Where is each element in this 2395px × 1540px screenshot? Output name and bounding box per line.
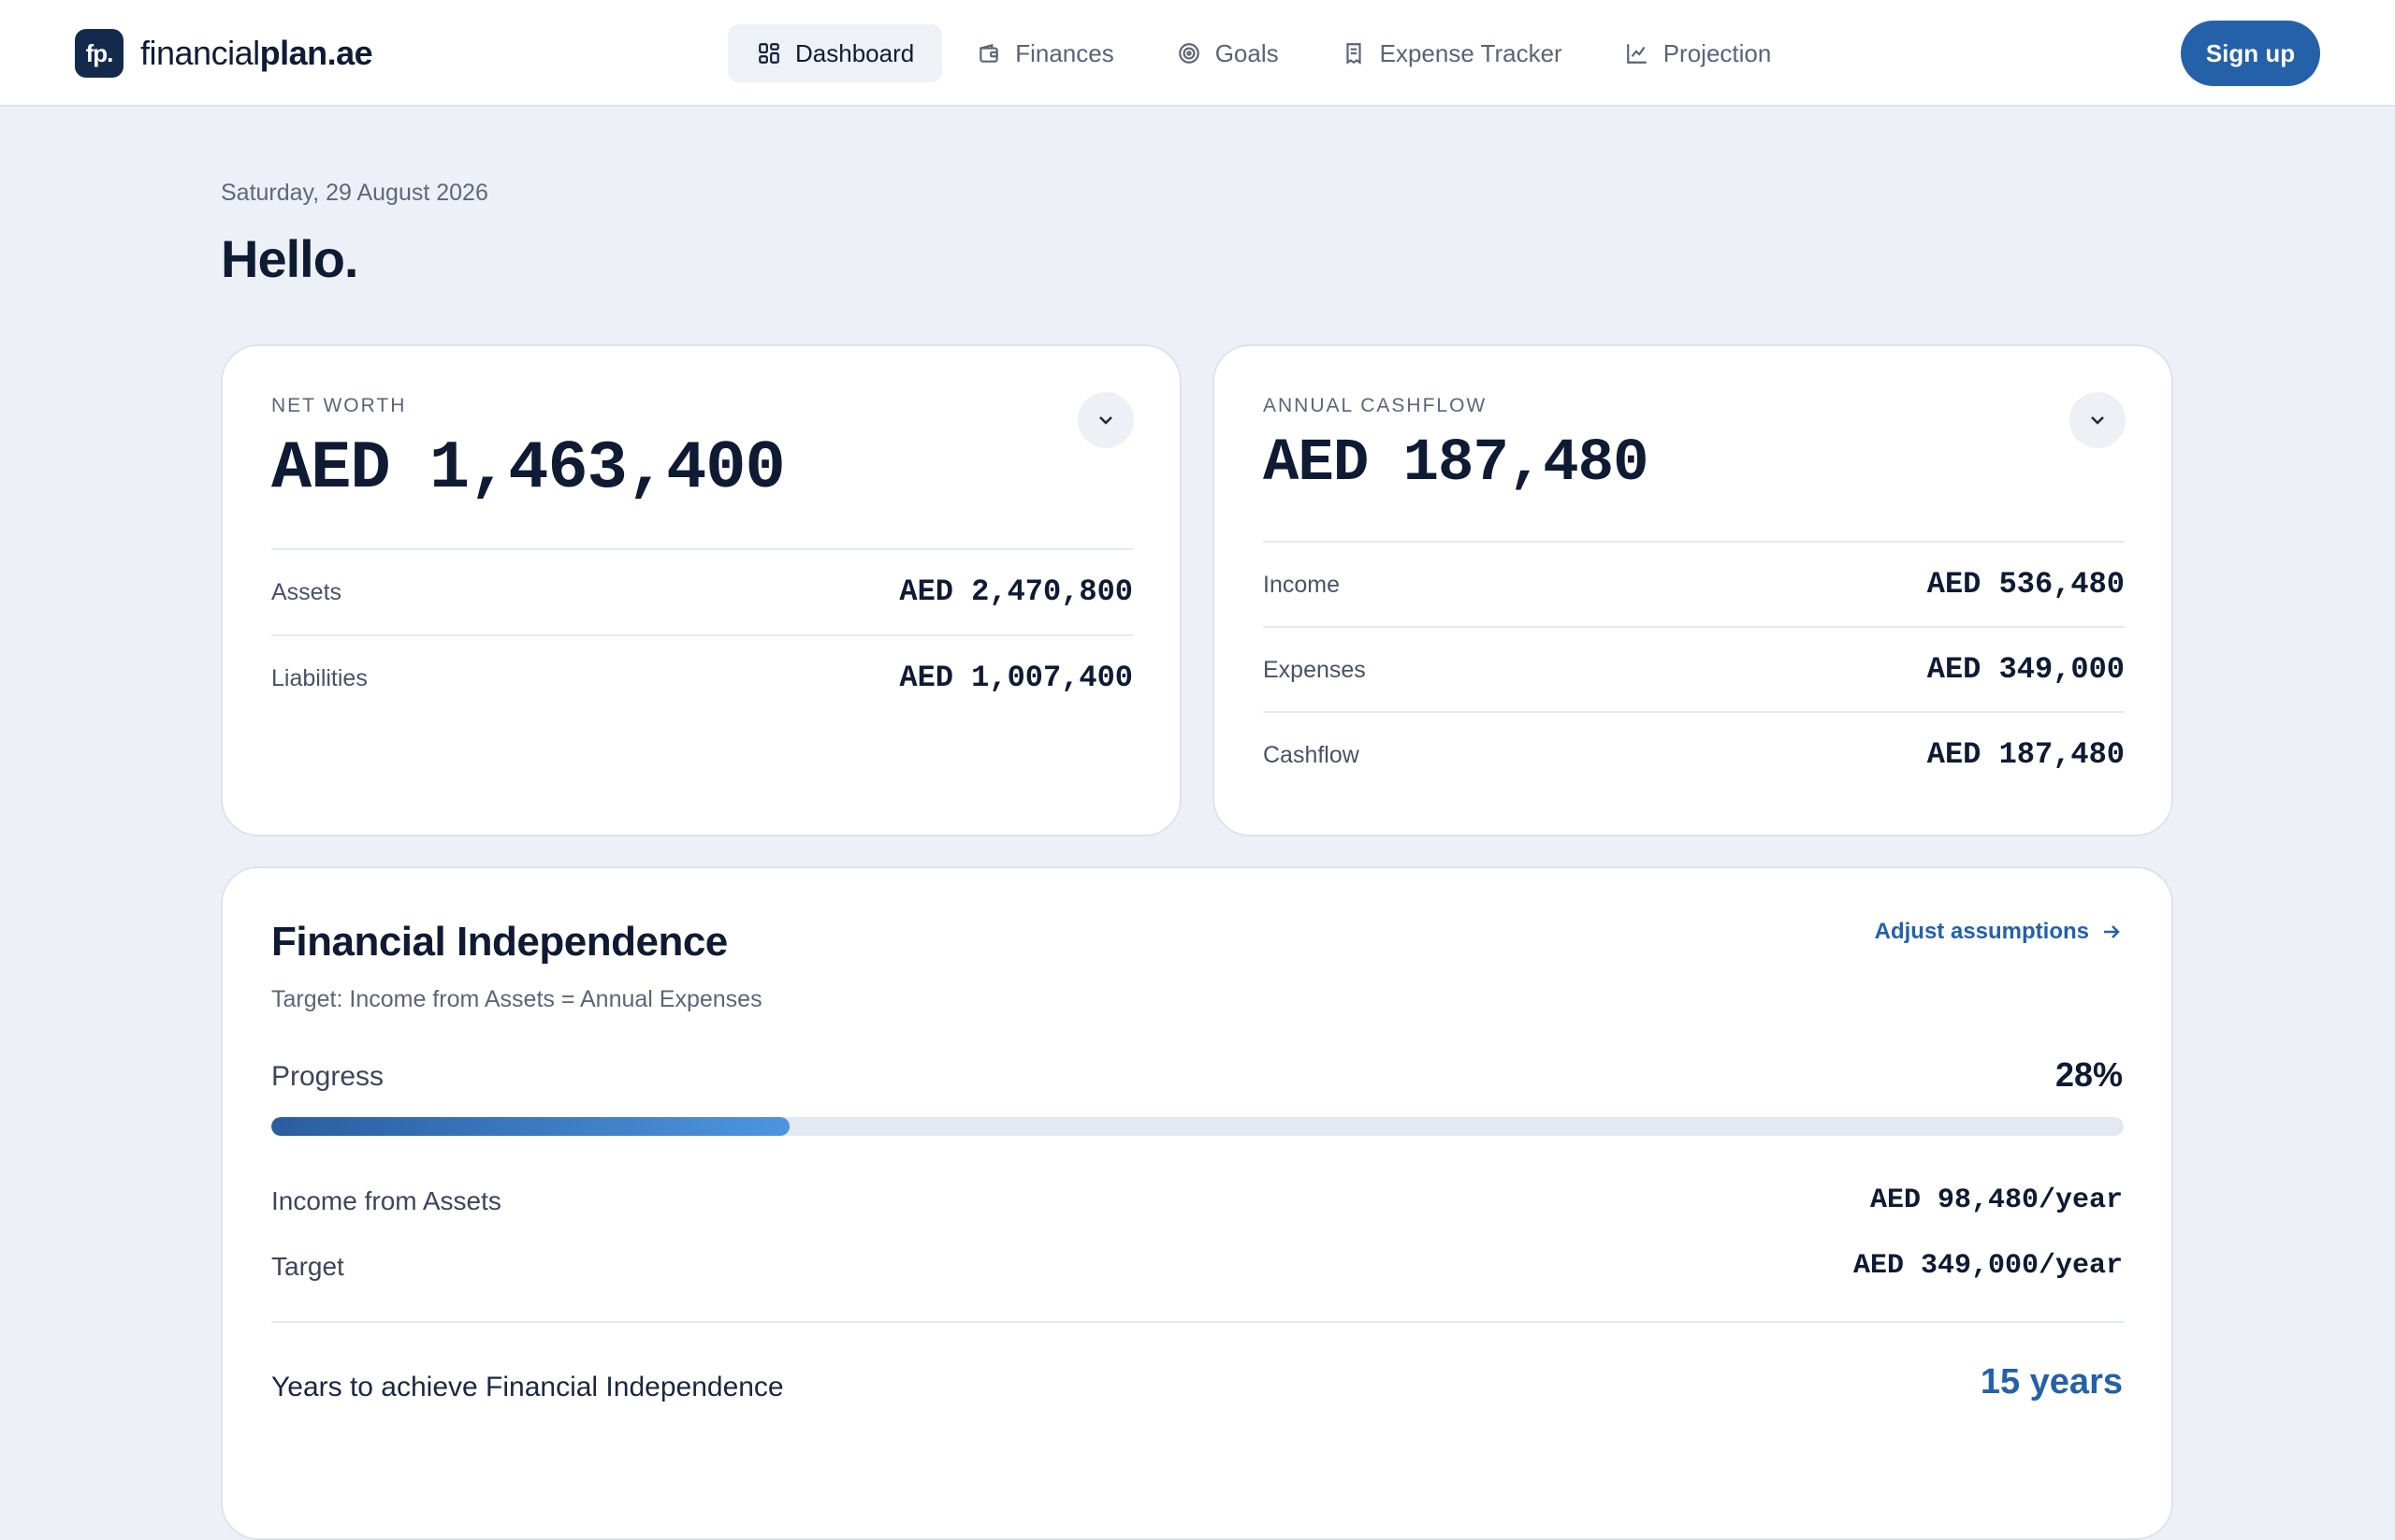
progress-percent: 28% [2054, 1055, 2123, 1094]
cashflow-expand-button[interactable] [2069, 392, 2126, 448]
adjust-assumptions-link[interactable]: Adjust assumptions [1875, 919, 2123, 945]
sign-up-button[interactable]: Sign up [2181, 21, 2320, 86]
top-navbar: fp. financialplan.ae Dashboard Finances … [0, 0, 2395, 107]
financial-independence-card: Financial Independence Target: Income fr… [221, 866, 2173, 1540]
liabilities-label: Liabilities [271, 665, 368, 691]
fi-divider [271, 1321, 2124, 1323]
target-value: AED 349,000/year [1852, 1250, 2123, 1282]
annual-cashflow-label: ANNUAL CASHFLOW [1263, 395, 1488, 416]
assets-label: Assets [271, 579, 342, 605]
annual-cashflow-card: ANNUAL CASHFLOW AED 187,480 Income AED 5… [1212, 344, 2173, 836]
progress-bar-fill [271, 1117, 791, 1136]
fi-subtitle: Target: Income from Assets = Annual Expe… [271, 986, 762, 1012]
assets-row: Assets AED 2,470,800 [271, 548, 1133, 634]
income-from-assets-value: AED 98,480/year [1869, 1184, 2123, 1216]
income-label: Income [1263, 572, 1340, 598]
income-from-assets-label: Income from Assets [271, 1186, 501, 1215]
nav-finances-label: Finances [1015, 38, 1114, 67]
cashflow-row-label: Cashflow [1263, 742, 1359, 768]
current-date: Saturday, 29 August 2026 [221, 180, 488, 206]
receipt-icon [1341, 40, 1367, 66]
nav-expense-tracker-label: Expense Tracker [1379, 38, 1562, 67]
nav-expense-tracker[interactable]: Expense Tracker [1313, 24, 1590, 82]
grid-icon [756, 40, 782, 66]
liabilities-value: AED 1,007,400 [899, 661, 1133, 695]
nav-finances[interactable]: Finances [948, 24, 1142, 82]
nav-projection-label: Projection [1662, 38, 1772, 67]
nav-projection[interactable]: Projection [1596, 24, 1800, 82]
assets-value: AED 2,470,800 [899, 574, 1133, 609]
progress-bar [271, 1117, 2124, 1136]
chart-icon [1624, 40, 1650, 66]
chevron-down-icon [1099, 416, 1112, 425]
chevron-down-icon [2091, 416, 2104, 425]
adjust-assumptions-label: Adjust assumptions [1874, 919, 2089, 944]
income-row: Income AED 536,480 [1263, 541, 2125, 626]
net-worth-value: AED 1,463,400 [271, 430, 786, 507]
years-to-fi-label: Years to achieve Financial Independence [271, 1372, 784, 1402]
nav-dashboard-label: Dashboard [795, 38, 915, 67]
expenses-row: Expenses AED 349,000 [1263, 626, 2125, 711]
cashflow-row: Cashflow AED 187,480 [1263, 711, 2125, 796]
cashflow-row-value: AED 187,480 [1926, 737, 2125, 772]
years-to-fi-value: 15 years [1980, 1362, 2123, 1402]
expenses-label: Expenses [1263, 657, 1366, 683]
wallet-icon [976, 40, 1002, 66]
arrow-right-icon [2104, 925, 2120, 938]
greeting: Hello. [221, 229, 358, 288]
target-icon [1176, 40, 1202, 66]
logo-mark: fp. [75, 29, 123, 78]
progress-label: Progress [271, 1061, 385, 1092]
fi-title: Financial Independence [271, 919, 728, 965]
nav-goals-label: Goals [1214, 38, 1279, 67]
expenses-value: AED 349,000 [1926, 652, 2125, 687]
annual-cashflow-value: AED 187,480 [1263, 430, 1648, 498]
target-label: Target [271, 1252, 344, 1281]
brand-logo[interactable]: fp. financialplan.ae [75, 28, 373, 79]
net-worth-label: NET WORTH [271, 395, 407, 416]
nav-goals[interactable]: Goals [1148, 24, 1307, 82]
main-nav: Dashboard Finances Goals Expense Tracker… [728, 24, 1805, 82]
income-value: AED 536,480 [1926, 567, 2125, 602]
net-worth-card: NET WORTH AED 1,463,400 Assets AED 2,470… [221, 344, 1182, 836]
logo-text: financialplan.ae [140, 34, 373, 72]
liabilities-row: Liabilities AED 1,007,400 [271, 634, 1133, 720]
net-worth-expand-button[interactable] [1078, 392, 1134, 448]
nav-dashboard[interactable]: Dashboard [728, 24, 943, 82]
